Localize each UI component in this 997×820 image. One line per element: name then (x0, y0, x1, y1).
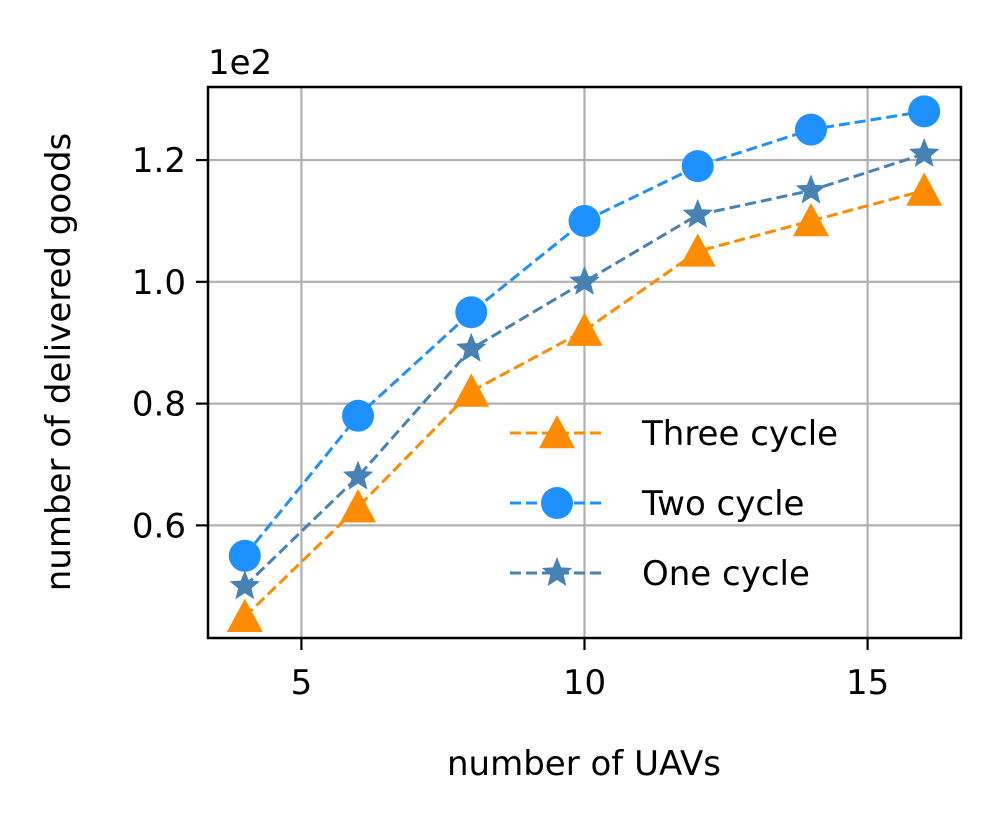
legend-entry: Two cycle (510, 484, 804, 524)
data-point (794, 113, 827, 146)
data-point (908, 137, 940, 167)
legend-entry: One cycle (510, 554, 810, 594)
y-tick-label: 1.2 (132, 141, 186, 181)
x-tick-label: 10 (563, 663, 606, 703)
y-axis-label: number of delivered goods (39, 133, 79, 592)
y-tick-label: 0.6 (132, 506, 186, 546)
y-offset-label: 1e2 (208, 43, 272, 83)
data-point (228, 539, 261, 572)
axis-ticks: 5 10 15 0.6 0.8 1.0 1.2 (132, 141, 889, 703)
data-point (681, 150, 714, 183)
data-point (906, 172, 943, 206)
legend-label: Three cycle (641, 414, 838, 454)
legend-marker (541, 487, 573, 519)
y-tick-label: 1.0 (132, 263, 186, 303)
data-point (679, 233, 716, 267)
data-point (342, 460, 374, 490)
x-tick-label: 5 (291, 663, 313, 703)
legend-marker (541, 557, 573, 586)
data-point (453, 373, 490, 407)
series-layer (226, 95, 943, 632)
data-point (340, 489, 377, 523)
legend-label: Two cycle (641, 484, 804, 524)
x-tick-label: 15 (846, 663, 889, 703)
data-point (568, 204, 601, 237)
legend-entry: Three cycle (510, 414, 838, 454)
x-axis-label: number of UAVs (447, 744, 721, 784)
y-tick-label: 0.8 (132, 385, 186, 425)
data-point (795, 174, 827, 204)
data-point (456, 332, 487, 362)
data-point (229, 570, 261, 600)
data-point (342, 399, 375, 432)
data-point (455, 296, 488, 329)
legend-marker (539, 415, 575, 449)
data-point (792, 202, 829, 237)
data-point (908, 95, 941, 128)
series-one-cycle (229, 137, 940, 600)
legend: Three cycle Two cycle One cycle (510, 414, 838, 594)
legend-label: One cycle (642, 554, 810, 594)
series-two-cycle (228, 95, 941, 572)
data-point (682, 198, 713, 228)
data-point (566, 312, 603, 346)
grid (208, 87, 961, 638)
data-point (226, 598, 263, 632)
data-point (569, 265, 600, 295)
series-three-cycle (226, 172, 943, 632)
